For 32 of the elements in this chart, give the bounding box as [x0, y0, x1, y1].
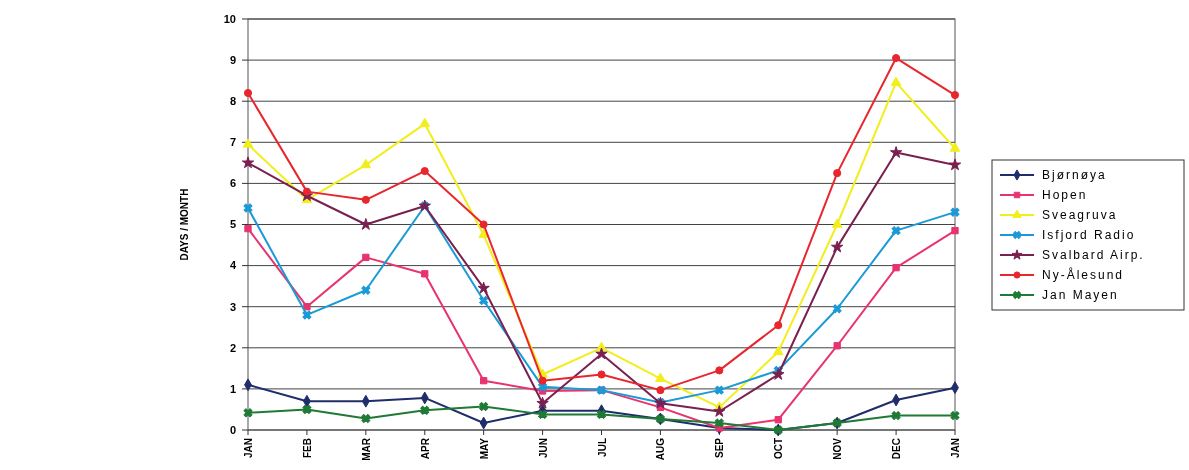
x-tick-label: DEC — [891, 438, 903, 460]
x-tick-label: JUL — [596, 438, 608, 457]
x-tick-label: JUN — [537, 438, 549, 459]
x-tick-label: FEB — [301, 438, 313, 458]
y-tick-label: 5 — [229, 218, 236, 231]
y-tick-label: 8 — [229, 95, 236, 108]
x-tick-label: MAR — [360, 437, 372, 461]
x-tick-label: APR — [419, 437, 431, 460]
x-tick-label: JAN — [243, 438, 254, 459]
legend-label: Ny-Ålesund — [1042, 267, 1125, 283]
y-tick-label: 0 — [229, 423, 236, 436]
legend-label: Isfjord Radio — [1042, 228, 1136, 243]
x-tick-label: OCT — [773, 438, 785, 460]
legend-label: Svalbard Airp. — [1042, 248, 1145, 263]
x-tick-label: MAY — [478, 437, 490, 460]
x-tick-label: AUG — [655, 437, 667, 461]
y-axis-title: DAYS / MONTH — [179, 188, 190, 261]
y-tick-label: 2 — [229, 341, 236, 354]
legend-label: Hopen — [1042, 188, 1088, 203]
x-tick-label: NOV — [832, 437, 844, 460]
y-tick-label: 3 — [229, 300, 236, 313]
y-tick-label: 4 — [229, 259, 237, 272]
y-tick-label: 10 — [223, 12, 236, 25]
legend-label: Bjørnøya — [1042, 168, 1107, 183]
legend-label: Sveagruva — [1042, 208, 1118, 223]
y-tick-label: 1 — [229, 382, 236, 395]
legend-label: Jan Mayen — [1042, 288, 1119, 303]
x-tick-label: SEP — [714, 437, 726, 459]
y-tick-label: 7 — [229, 136, 236, 149]
x-tick-label: JAN — [950, 438, 961, 459]
y-tick-label: 6 — [229, 177, 236, 190]
y-tick-label: 9 — [229, 53, 236, 66]
